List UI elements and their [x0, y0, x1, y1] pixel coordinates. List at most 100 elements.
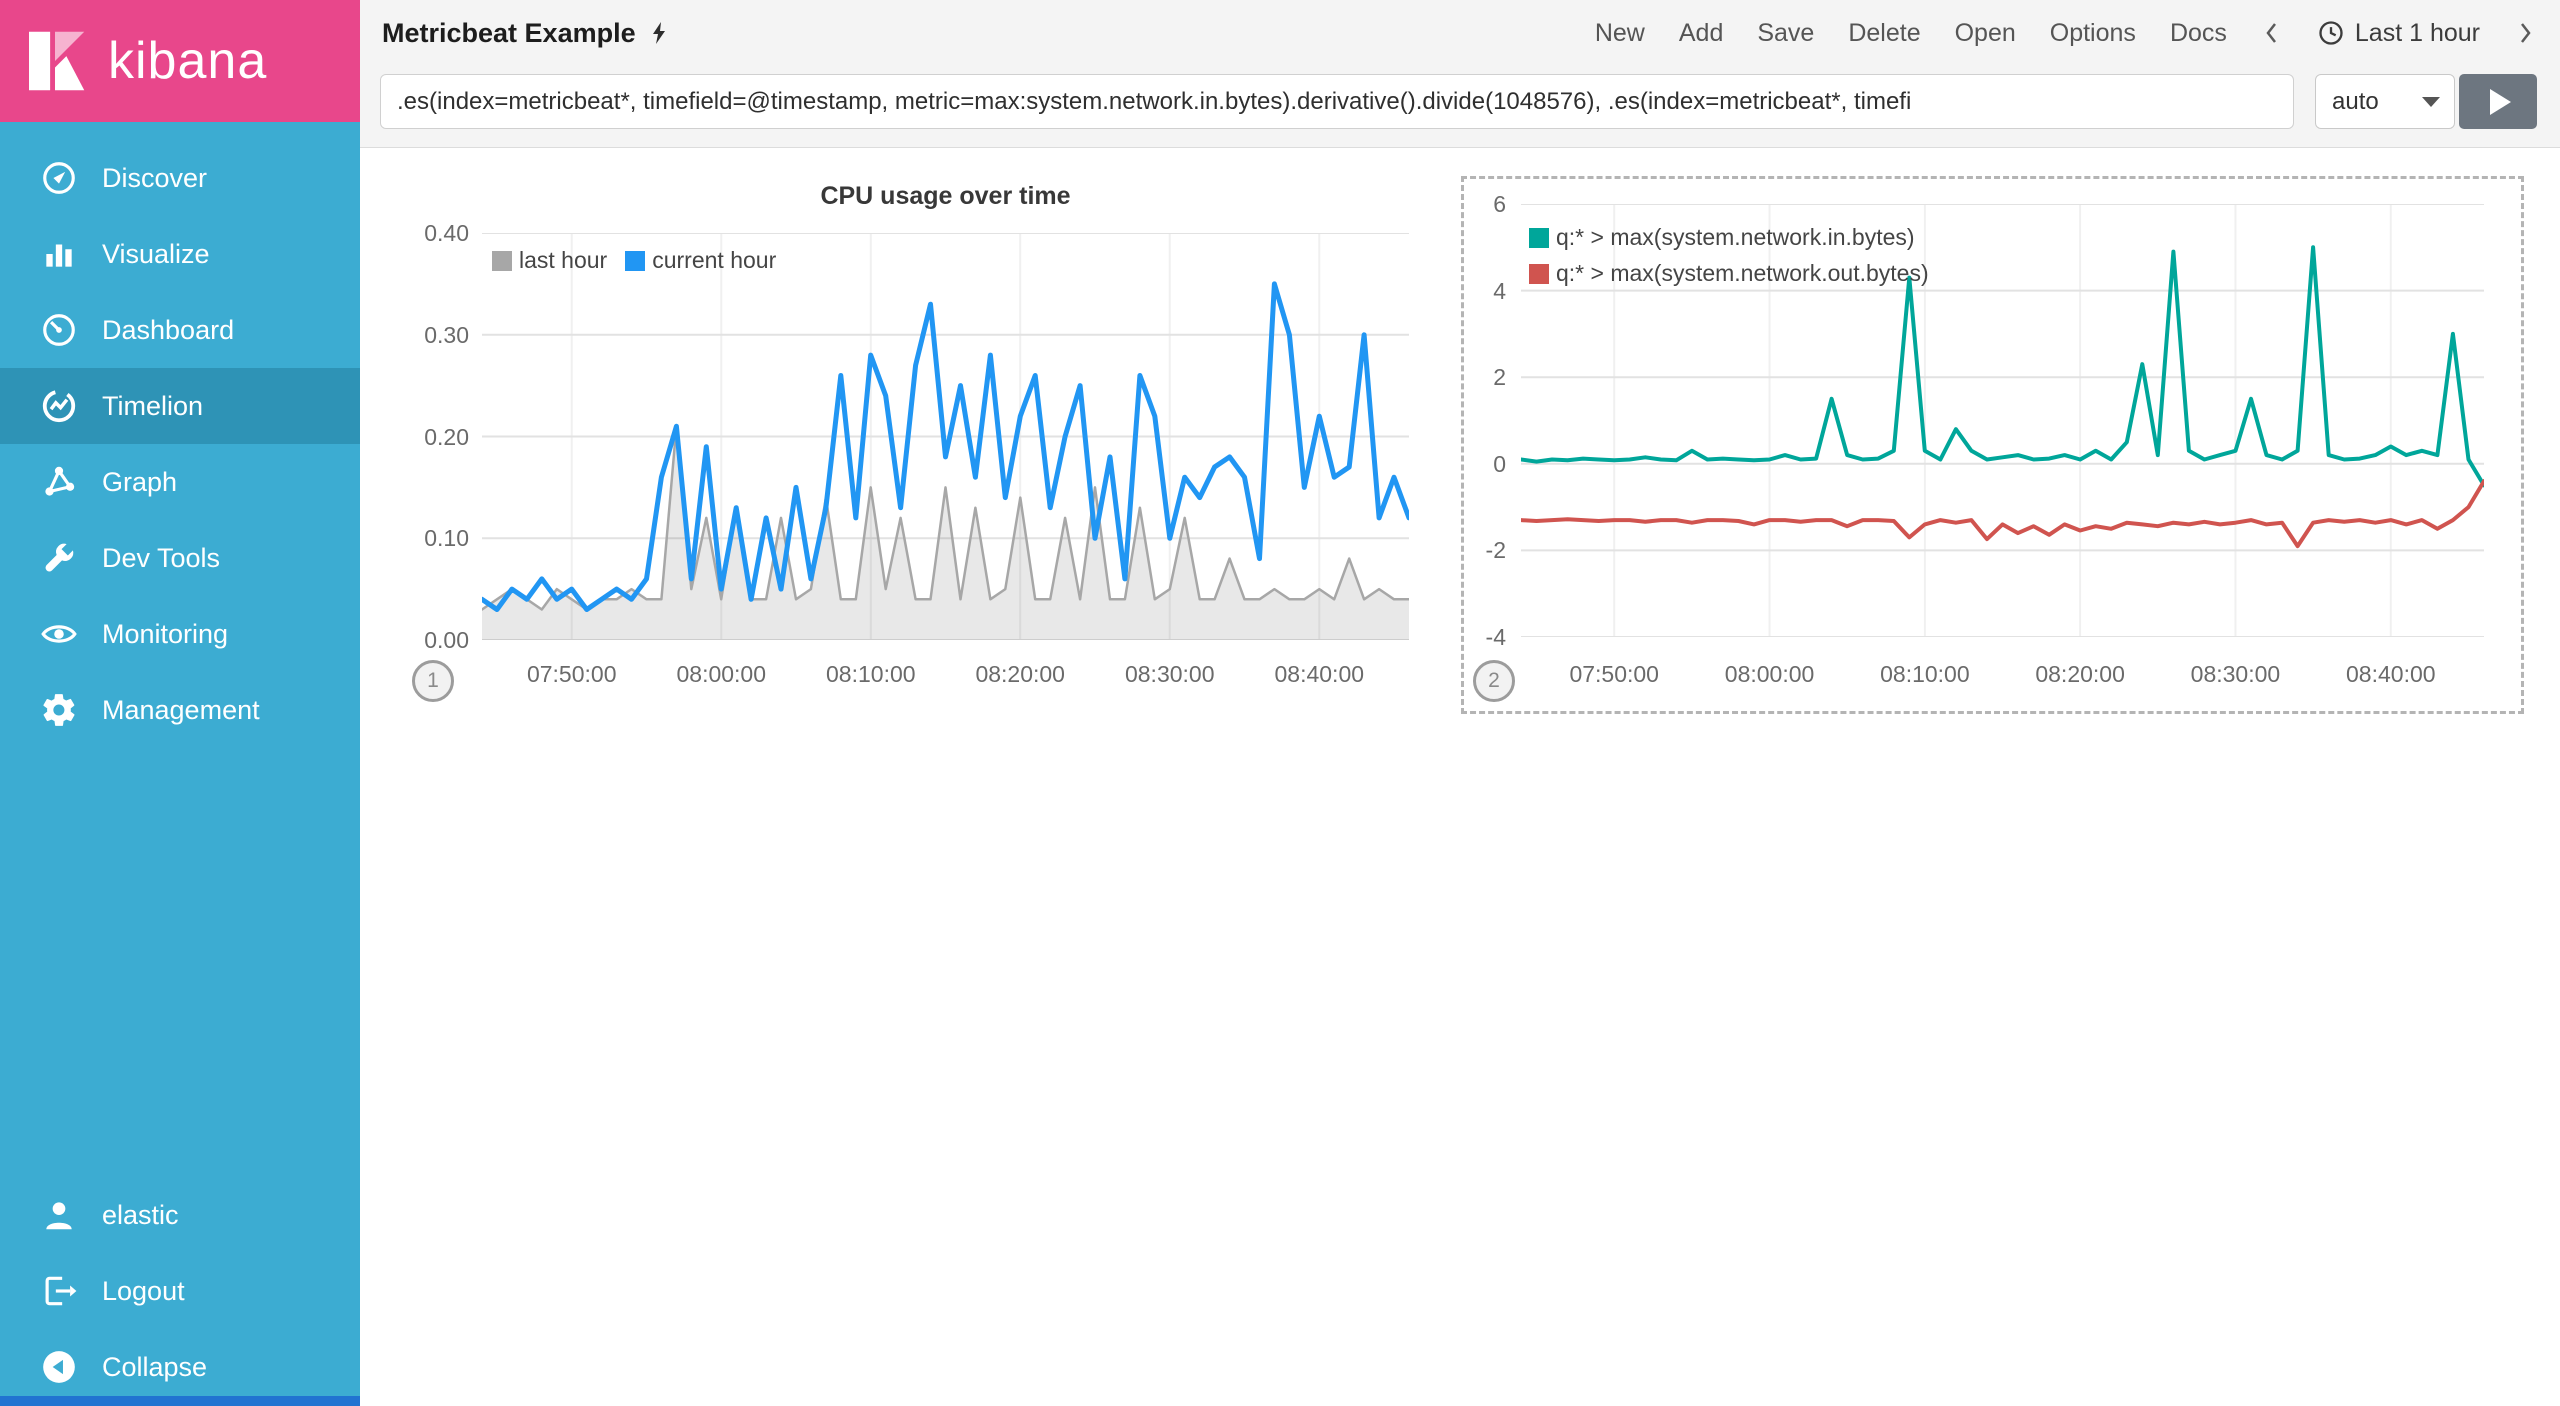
y-tick-label: 4: [1493, 277, 1506, 304]
bottom-accent-bar: [0, 1396, 360, 1406]
sidebar-nav: Discover Visualize Dashboard: [0, 140, 360, 748]
sidebar-item-label: Logout: [102, 1275, 185, 1306]
legend-label: q:* > max(system.network.in.bytes): [1556, 224, 1915, 250]
sidebar-item-label: Timelion: [102, 390, 204, 421]
sidebar-item-dev-tools[interactable]: Dev Tools: [0, 520, 360, 596]
menu-save[interactable]: Save: [1757, 18, 1815, 47]
chart-title: CPU usage over time: [820, 182, 1071, 210]
caret-down-icon: [2422, 96, 2440, 107]
menu-open[interactable]: Open: [1954, 18, 2016, 47]
sidebar-item-dashboard[interactable]: Dashboard: [0, 292, 360, 368]
sidebar-item-user-elastic[interactable]: elastic: [0, 1177, 360, 1253]
sidebar-item-monitoring[interactable]: Monitoring: [0, 596, 360, 672]
x-tick-label: 07:50:00: [526, 661, 617, 687]
y-tick-label: 0.20: [424, 423, 469, 450]
user-icon: [46, 1202, 72, 1230]
sidebar-item-graph[interactable]: Graph: [0, 444, 360, 520]
page-title: Metricbeat Example: [382, 17, 636, 48]
interval-value: auto: [2332, 87, 2379, 115]
kibana-logo-icon: [29, 31, 85, 91]
sidebar-item-discover[interactable]: Discover: [0, 140, 360, 216]
menu-add[interactable]: Add: [1678, 18, 1724, 47]
x-tick-label: 08:00:00: [676, 661, 767, 687]
y-tick-label: 0.10: [424, 525, 469, 552]
sidebar-item-timelion[interactable]: Timelion: [0, 368, 360, 444]
legend-entry: current hour: [625, 247, 776, 274]
selected-chart-box[interactable]: 6 4 2 0 -2 -4 q:* > max(system.network.in.byt…: [1461, 176, 2524, 714]
lightning-bolt-icon: [652, 22, 665, 44]
main-content: CPU usage over time 0.40 0.30 0.20 0.10 0.00…: [360, 148, 2560, 1406]
x-tick-label: 08:20:00: [2035, 661, 2125, 687]
wrench-icon: [45, 543, 74, 572]
compass-icon: [43, 162, 75, 194]
legend-swatch: [625, 250, 646, 271]
sidebar-item-management[interactable]: Management: [0, 672, 360, 748]
legend-swatch: [1529, 263, 1549, 284]
menu-new[interactable]: New: [1594, 18, 1645, 47]
chart-number-badge[interactable]: 2: [1473, 660, 1515, 702]
sidebar-item-logout[interactable]: Logout: [0, 1253, 360, 1329]
network-chart-canvas[interactable]: [1521, 204, 2484, 637]
y-tick-label: 0.40: [424, 220, 469, 246]
y-tick-label: 2: [1493, 364, 1506, 391]
interval-select[interactable]: auto: [2315, 74, 2455, 129]
legend-label: q:* > max(system.network.out.bytes): [1556, 260, 1929, 286]
chart-legend: last hour current hour: [492, 247, 776, 274]
sidebar-item-label: elastic: [102, 1199, 179, 1230]
plot-area[interactable]: q:* > max(system.network.in.bytes) q:* >…: [1521, 204, 2484, 637]
time-forward-button[interactable]: [2514, 17, 2536, 49]
x-tick-label: 08:10:00: [826, 661, 916, 687]
y-tick-label: 0.00: [424, 627, 469, 653]
sidebar-item-label: Discover: [102, 162, 208, 193]
sidebar-item-visualize[interactable]: Visualize: [0, 216, 360, 292]
menu-options[interactable]: Options: [2049, 18, 2136, 47]
collapse-circle-icon: [43, 1351, 75, 1383]
clock-icon: [2319, 21, 2343, 45]
y-tick-label: 0: [1493, 450, 1506, 477]
legend-entry: q:* > max(system.network.in.bytes): [1529, 224, 1915, 251]
topbar-menu: New Add Save Delete Open Options Docs: [1595, 17, 2536, 49]
gear-icon: [43, 694, 75, 726]
sidebar-item-label: Management: [102, 694, 260, 725]
graph-nodes-icon: [45, 466, 75, 496]
chevron-left-icon: [2266, 23, 2276, 43]
eye-icon: [41, 625, 77, 643]
y-axis: 0.40 0.30 0.20 0.10 0.00: [360, 220, 469, 653]
sidebar-item-label: Dashboard: [102, 314, 235, 345]
bar-chart-icon: [46, 244, 72, 267]
legend-swatch: [1529, 227, 1549, 248]
menu-docs[interactable]: Docs: [2169, 18, 2227, 47]
y-tick-label: 0.30: [424, 321, 469, 348]
y-axis: 6 4 2 0 -2 -4: [1464, 191, 1506, 650]
sidebar-item-label: Graph: [102, 466, 178, 497]
chart-legend: q:* > max(system.network.in.bytes) q:* >…: [1529, 224, 1929, 287]
title-row: Metricbeat Example New Add Save Delete O…: [360, 0, 2560, 66]
chevron-right-icon: [2521, 23, 2531, 43]
logo-text: kibana: [108, 32, 268, 90]
x-tick-label: 08:30:00: [2190, 661, 2281, 687]
plot-area[interactable]: last hour current hour: [482, 233, 1409, 640]
x-tick-label: 08:30:00: [1124, 661, 1215, 687]
x-axis: 07:50:00 08:00:00 08:10:00 08:20:00 08:30:00…: [482, 660, 1409, 690]
run-query-button[interactable]: [2459, 74, 2537, 129]
y-tick-label: 6: [1493, 191, 1506, 217]
y-tick-label: -4: [1485, 624, 1506, 650]
kibana-logo[interactable]: kibana: [0, 0, 360, 122]
cpu-chart-canvas[interactable]: [482, 233, 1409, 640]
chart-number-badge[interactable]: 1: [412, 660, 454, 702]
time-picker[interactable]: Last 1 hour: [2317, 19, 2480, 48]
sidebar-item-label: Visualize: [102, 238, 210, 269]
sidebar-item-collapse[interactable]: Collapse: [0, 1329, 360, 1405]
x-axis: 07:50:00 08:00:00 08:10:00 08:20:00 08:30:00…: [1521, 660, 2484, 690]
timelion-query-input[interactable]: [380, 74, 2294, 129]
y-tick-label: -2: [1485, 537, 1506, 564]
menu-delete[interactable]: Delete: [1848, 18, 1921, 47]
play-icon: [2490, 88, 2511, 115]
time-back-button[interactable]: [2261, 17, 2283, 49]
query-row: auto: [360, 74, 2560, 129]
topbar: Metricbeat Example New Add Save Delete O…: [360, 0, 2560, 148]
logout-icon: [45, 1276, 77, 1306]
x-tick-label: 08:10:00: [1880, 661, 1970, 687]
legend-label: last hour: [519, 247, 608, 273]
